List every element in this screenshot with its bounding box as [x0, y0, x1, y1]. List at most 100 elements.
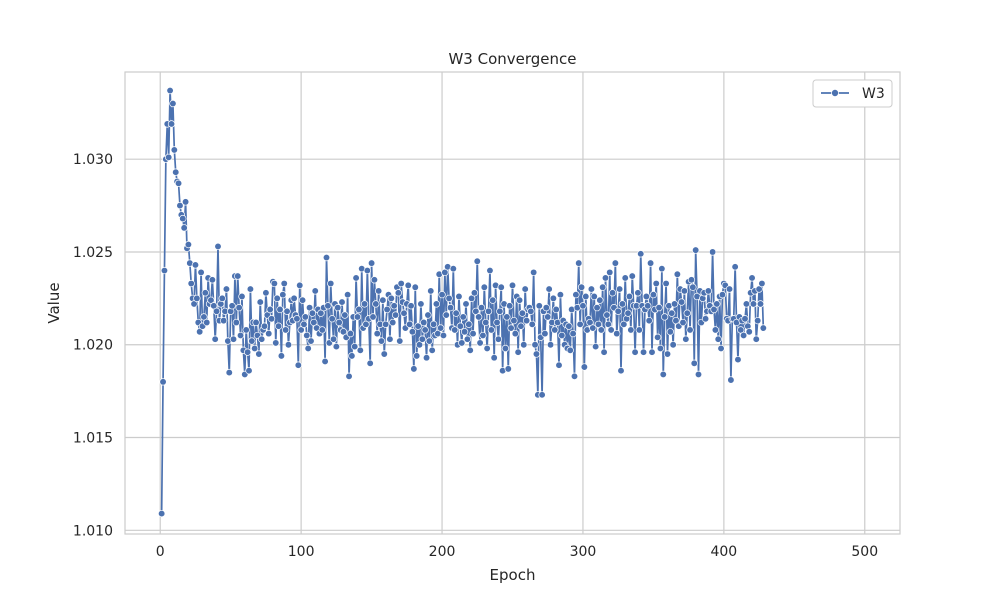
- data-point: [644, 302, 652, 310]
- data-point: [308, 309, 317, 317]
- data-point: [558, 331, 566, 340]
- data-point: [252, 318, 260, 327]
- data-point: [506, 302, 514, 310]
- data-point: [400, 309, 408, 317]
- data-point: [631, 348, 639, 356]
- data-point: [613, 329, 621, 338]
- data-point: [446, 303, 455, 312]
- data-point: [166, 86, 174, 95]
- data-point: [590, 292, 598, 301]
- data-point: [552, 305, 560, 314]
- data-point: [391, 311, 400, 319]
- data-point: [187, 279, 195, 288]
- data-point: [490, 354, 498, 362]
- series-w3: [157, 86, 767, 518]
- data-point: [624, 309, 632, 317]
- data-point: [739, 331, 748, 340]
- data-point: [383, 305, 391, 314]
- data-point: [284, 341, 293, 349]
- data-point: [414, 322, 422, 330]
- data-point: [682, 335, 690, 343]
- data-point: [328, 315, 336, 323]
- data-point: [642, 292, 651, 301]
- data-point: [290, 294, 298, 303]
- data-point: [669, 341, 677, 349]
- data-point: [262, 289, 270, 297]
- data-point: [422, 354, 431, 362]
- data-point: [184, 240, 193, 249]
- data-point: [634, 289, 642, 297]
- data-point: [351, 342, 359, 351]
- data-point: [663, 350, 672, 358]
- data-point: [420, 318, 428, 327]
- data-point: [348, 352, 356, 360]
- data-point: [439, 331, 448, 340]
- x-axis-label: Epoch: [490, 566, 536, 584]
- data-point: [353, 313, 362, 321]
- data-point: [405, 320, 414, 328]
- data-point: [236, 331, 245, 340]
- data-point: [258, 335, 266, 343]
- data-point: [601, 274, 610, 282]
- data-point: [615, 285, 624, 293]
- data-point: [377, 337, 386, 345]
- x-tick-label: 100: [288, 544, 315, 560]
- data-point: [234, 272, 242, 280]
- data-point: [501, 344, 510, 353]
- data-point: [659, 370, 667, 379]
- data-point: [535, 302, 543, 310]
- data-point: [572, 291, 580, 299]
- data-point: [235, 303, 243, 312]
- data-point: [332, 342, 341, 351]
- data-point: [593, 303, 601, 312]
- data-point: [599, 283, 607, 291]
- data-point: [211, 335, 219, 343]
- data-point: [542, 303, 550, 312]
- data-point: [544, 313, 552, 321]
- data-point: [274, 322, 283, 330]
- data-point: [322, 253, 331, 262]
- data-point: [713, 300, 721, 308]
- data-point: [673, 270, 682, 278]
- data-point: [346, 329, 355, 338]
- data-point: [752, 335, 760, 343]
- data-point: [294, 361, 302, 369]
- y-tick-label: 1.010: [73, 523, 113, 539]
- data-point: [648, 348, 656, 356]
- data-point: [483, 344, 491, 353]
- data-point: [579, 302, 587, 310]
- data-point: [479, 331, 487, 340]
- data-point: [191, 261, 200, 269]
- data-point: [203, 318, 211, 327]
- data-point: [627, 326, 635, 334]
- data-point: [551, 326, 559, 334]
- data-point: [270, 279, 279, 288]
- x-tick-label: 500: [851, 544, 878, 560]
- data-point: [255, 350, 263, 358]
- data-point: [465, 320, 473, 328]
- data-point: [266, 305, 274, 314]
- data-point: [527, 307, 535, 316]
- data-point: [413, 352, 421, 360]
- data-point: [374, 287, 383, 295]
- data-point: [621, 274, 629, 282]
- data-point: [246, 285, 255, 293]
- chart-title: W3 Convergence: [448, 50, 576, 68]
- data-point: [172, 168, 180, 176]
- data-point: [565, 322, 573, 330]
- data-point: [717, 344, 725, 353]
- data-point: [538, 391, 546, 399]
- data-point: [176, 201, 184, 210]
- data-point: [514, 348, 522, 356]
- data-point: [521, 285, 529, 293]
- data-point: [370, 276, 379, 284]
- data-point: [680, 287, 689, 295]
- x-tick-label: 0: [156, 544, 165, 560]
- data-point: [748, 274, 756, 282]
- data-point: [759, 324, 767, 332]
- data-point: [318, 326, 326, 334]
- data-point: [497, 283, 505, 291]
- data-point: [477, 303, 486, 312]
